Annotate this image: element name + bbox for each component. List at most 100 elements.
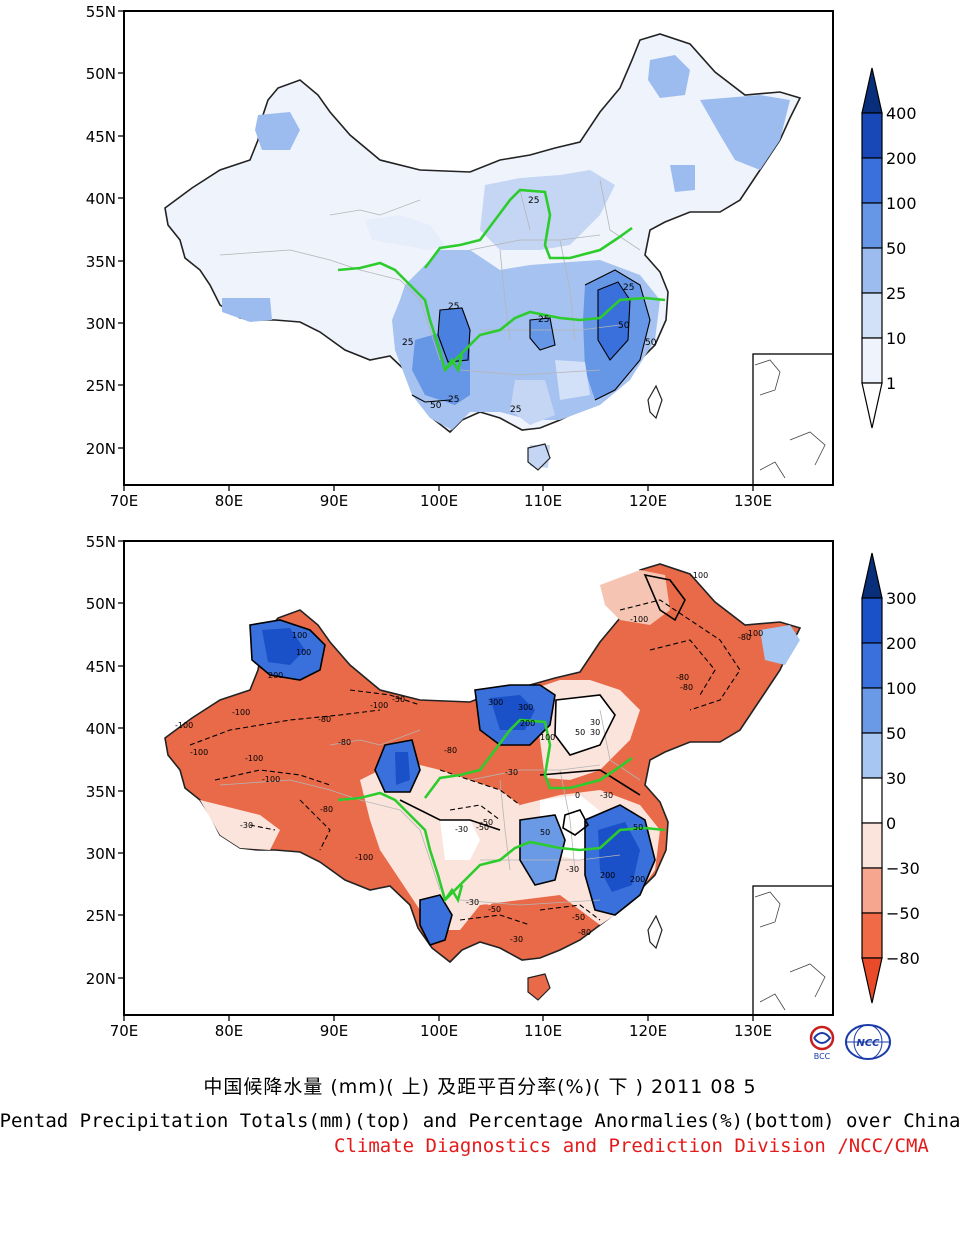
lat-label: 25N (86, 377, 116, 395)
contour-label: -80 (444, 746, 457, 755)
legend-label: 10 (886, 329, 906, 348)
contour-label: 200 (600, 871, 615, 880)
legend-label: 200 (886, 634, 917, 653)
lat-label: 35N (86, 783, 116, 801)
latitude-axis (118, 10, 124, 449)
contour-label: -30 (240, 821, 253, 830)
lat-label: 45N (86, 128, 116, 146)
contour-label: 100 (292, 631, 307, 640)
contour-label: -100 (370, 701, 388, 710)
contour-label: -80 (320, 805, 333, 814)
lon-label: 130E (734, 492, 772, 510)
credit-caption: Climate Diagnostics and Prediction Divis… (334, 1135, 929, 1157)
lon-label: 100E (420, 492, 458, 510)
south-china-sea-inset (752, 353, 833, 485)
lon-label: 70E (110, 1022, 139, 1040)
legend-label: 25 (886, 284, 906, 303)
lon-label: 100E (420, 1022, 458, 1040)
lon-label: 120E (629, 492, 667, 510)
contour-label: -30 (455, 825, 468, 834)
lat-label: 40N (86, 720, 116, 738)
contour-label: 25 (448, 302, 459, 312)
legend-label: 100 (886, 194, 917, 213)
legend-label: 300 (886, 589, 917, 608)
lat-label: 55N (86, 3, 116, 21)
legend-label: −30 (886, 859, 920, 878)
contour-label: -30 (466, 898, 479, 907)
province-boundaries (219, 179, 641, 376)
lat-label: 35N (86, 253, 116, 271)
lon-label: 110E (524, 492, 562, 510)
lon-label: 80E (215, 492, 244, 510)
contour-label: -30 (566, 865, 579, 874)
contour-label: 50 (618, 321, 630, 331)
anomaly-colorbar: 300 200 100 50 30 0 −30 −50 −80 (861, 552, 920, 1004)
legend-label: 1 (886, 374, 896, 393)
latitude-axis (118, 540, 124, 979)
lon-label: 70E (110, 492, 139, 510)
contour-label: -100 (355, 853, 373, 862)
legend-label: 100 (886, 679, 917, 698)
contour-label: -100 (630, 615, 648, 624)
bcc-logo-text: BCC (814, 1052, 831, 1061)
precipitation-total-map: 25 25 25 25 50 25 50 50 25 25 55N 50N (0, 0, 960, 520)
province-boundaries (219, 709, 641, 906)
ncc-logo-text: NCC (856, 1038, 880, 1049)
contour-label: 200 (520, 719, 535, 728)
contour-label: -100 (232, 708, 250, 717)
lon-label: 90E (320, 492, 349, 510)
contour-label: 300 (488, 698, 503, 707)
legend-label: −80 (886, 949, 920, 968)
south-china-sea-inset (752, 885, 833, 1015)
lat-label: 25N (86, 907, 116, 925)
positive-contours (249, 573, 686, 946)
contour-label-group: -100 -80 -100 -100 -100 -80 -100 -30 -80… (175, 571, 763, 944)
river-lines (337, 188, 666, 374)
contour-label: -30 (505, 768, 518, 777)
river-lines (337, 718, 666, 904)
lat-label: 55N (86, 533, 116, 551)
contour-label: -100 (690, 571, 708, 580)
contour-label: 25 (510, 405, 521, 415)
lat-label: 30N (86, 845, 116, 863)
longitude-axis (123, 1015, 754, 1021)
contour-label: 50 (540, 828, 550, 837)
latitude-labels: 55N 50N 45N 40N 35N 30N 25N 20N (86, 3, 116, 458)
contour-label: -50 (480, 818, 493, 827)
contour-label: -100 (745, 629, 763, 638)
lon-label: 120E (629, 1022, 667, 1040)
negative-contours (189, 599, 741, 926)
contour-label: -30 (510, 935, 523, 944)
lon-label: 110E (524, 1022, 562, 1040)
lat-label: 45N (86, 658, 116, 676)
contour-label: -80 (338, 738, 351, 747)
legend-label: 0 (886, 814, 896, 833)
contour-label: -100 (262, 775, 280, 784)
contour-label: 25 (538, 315, 549, 325)
contour-label: -30 (600, 791, 613, 800)
contour-label-group: 25 25 25 25 50 25 50 50 25 25 (402, 196, 657, 415)
contour-label: -100 (175, 721, 193, 730)
contour-label: -50 (572, 913, 585, 922)
legend-label: 400 (886, 104, 917, 123)
contour-label: -80 (680, 683, 693, 692)
lon-label: 80E (215, 1022, 244, 1040)
legend-label: 200 (886, 149, 917, 168)
contour-label: 50 (633, 823, 643, 832)
anomaly-shading (200, 570, 800, 945)
contour-label: -80 (578, 928, 591, 937)
longitude-labels: 70E 80E 90E 100E 110E 120E 130E (110, 1022, 772, 1040)
contour-label: -80 (738, 633, 751, 642)
contour-label: 25 (402, 338, 413, 348)
contour-label: -100 (245, 754, 263, 763)
chinese-caption: 中国候降水量 (mm)( 上) 及距平百分率(%)( 下 ) 2011 08 5 (203, 1076, 757, 1098)
contour-label: -50 (488, 905, 501, 914)
contour-label: 30 (590, 728, 600, 737)
legend-label: 30 (886, 769, 906, 788)
hainan-island (527, 973, 551, 1001)
contour-label: 0 (575, 791, 580, 800)
contour-label: 30 (590, 718, 600, 727)
contour-label: -100 (190, 748, 208, 757)
contour-label: 200 (630, 875, 645, 884)
longitude-labels: 70E 80E 90E 100E 110E 120E 130E (110, 492, 772, 510)
